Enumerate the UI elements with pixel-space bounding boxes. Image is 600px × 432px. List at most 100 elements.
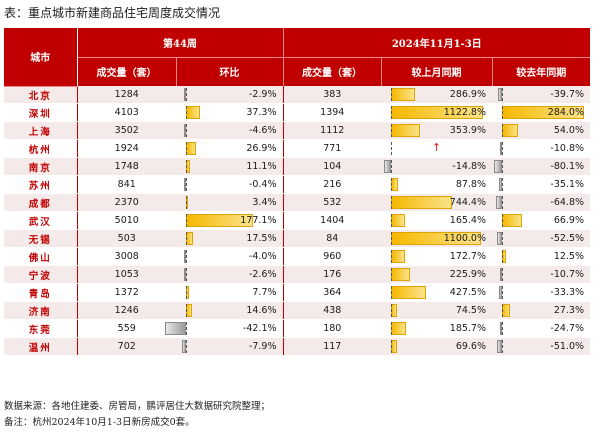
header-col-mom: 较上月同期 xyxy=(381,57,493,86)
hb-axis xyxy=(186,106,187,120)
mom-axis xyxy=(391,196,393,210)
yoy-cell: -10.8% xyxy=(492,139,591,159)
hb-bar-negative xyxy=(184,88,186,102)
table-row: 青岛 1372 7.7% 364 427.5% -33.3% xyxy=(4,283,591,303)
mom-axis xyxy=(391,232,393,246)
table-body: 北京 1284 -2.9% 383 286.9% -39.7% 深圳 4103 37.3% 139… xyxy=(4,86,591,357)
yoy-value: 27.3% xyxy=(553,305,585,317)
period-volume: 364 xyxy=(283,283,382,303)
mom-value: 353.9% xyxy=(449,125,487,137)
mom-value: 87.8% xyxy=(455,179,487,191)
yoy-value: 284.0% xyxy=(547,107,585,119)
week44-volume: 1748 xyxy=(77,157,176,177)
hb-value: 37.3% xyxy=(246,107,277,119)
yoy-axis xyxy=(502,232,504,246)
mom-cell: 427.5% xyxy=(381,283,493,303)
week44-volume: 1372 xyxy=(77,283,176,303)
mom-value: 74.5% xyxy=(455,305,487,317)
hb-cell: -4.6% xyxy=(176,121,284,141)
yoy-bar-negative xyxy=(500,142,503,156)
city-name: 南京 xyxy=(4,157,78,177)
yoy-axis xyxy=(502,124,504,138)
hb-value: 26.9% xyxy=(246,143,277,155)
hb-axis xyxy=(186,124,187,138)
yoy-axis xyxy=(502,250,504,264)
mom-value: 1122.8% xyxy=(443,107,487,119)
yoy-axis xyxy=(502,106,504,120)
mom-bar-positive xyxy=(391,196,453,210)
period-volume: 383 xyxy=(283,86,382,105)
mom-bar-positive xyxy=(391,286,427,300)
yoy-cell: 12.5% xyxy=(492,247,591,267)
period-volume: 84 xyxy=(283,229,382,249)
table-row: 北京 1284 -2.9% 383 286.9% -39.7% xyxy=(4,86,591,105)
hb-axis xyxy=(186,322,187,336)
week44-volume: 4103 xyxy=(77,103,176,123)
hb-bar-negative xyxy=(164,322,186,336)
mom-bar-positive xyxy=(391,214,405,228)
yoy-cell: 54.0% xyxy=(492,121,591,141)
city-name: 上海 xyxy=(4,121,78,141)
mom-axis xyxy=(391,250,393,264)
period-volume: 532 xyxy=(283,193,382,213)
hb-bar-positive xyxy=(186,142,197,156)
hb-value: 3.4% xyxy=(252,197,277,209)
yoy-axis xyxy=(502,322,504,336)
mom-axis xyxy=(391,160,393,174)
hb-value: 14.6% xyxy=(246,305,277,317)
yoy-axis xyxy=(502,196,504,210)
yoy-bar-positive xyxy=(502,304,511,318)
hb-bar-negative xyxy=(184,250,186,264)
period-volume: 1404 xyxy=(283,211,382,231)
city-name: 武汉 xyxy=(4,211,78,231)
page-title: 表：重点城市新建商品住宅周度成交情况 xyxy=(4,6,221,20)
hb-bar-negative xyxy=(182,340,186,354)
hb-axis xyxy=(186,178,187,192)
week44-volume: 702 xyxy=(77,337,176,357)
yoy-bar-positive xyxy=(502,214,523,228)
week44-volume: 1246 xyxy=(77,301,176,321)
yoy-bar-negative xyxy=(496,340,502,354)
yoy-bar-negative xyxy=(498,178,502,192)
hb-cell: -2.6% xyxy=(176,265,284,285)
week44-volume: 559 xyxy=(77,319,176,339)
hb-axis xyxy=(186,214,187,228)
mom-cell: 1100.0% xyxy=(381,229,493,249)
mom-axis xyxy=(391,214,393,228)
yoy-axis xyxy=(502,304,504,318)
mom-value: 744.4% xyxy=(449,197,487,209)
table-row: 温州 702 -7.9% 117 69.6% -51.0% xyxy=(4,337,591,357)
period-volume: 1394 xyxy=(283,103,382,123)
mom-axis xyxy=(391,304,393,318)
yoy-cell: -10.7% xyxy=(492,265,591,285)
yoy-bar-negative xyxy=(496,232,503,246)
header-col-vol44: 成交量（套） xyxy=(77,57,177,86)
city-name: 东莞 xyxy=(4,319,78,339)
hb-cell: 177.1% xyxy=(176,211,284,231)
header-period-group: 2024年11月1-3日 xyxy=(283,28,591,58)
hb-cell: 37.3% xyxy=(176,103,284,123)
table-row: 无锡 503 17.5% 84 1100.0% -52.5% xyxy=(4,229,591,249)
mom-cell: 353.9% xyxy=(381,121,493,141)
hb-cell: -4.0% xyxy=(176,247,284,267)
city-name: 深圳 xyxy=(4,103,78,123)
yoy-value: -33.3% xyxy=(550,287,585,299)
period-volume: 960 xyxy=(283,247,382,267)
hb-cell: 7.7% xyxy=(176,283,284,303)
week44-volume: 2370 xyxy=(77,193,176,213)
period-volume: 1112 xyxy=(283,121,382,141)
yoy-axis xyxy=(502,178,504,192)
mom-value: 427.5% xyxy=(449,287,487,299)
yoy-axis xyxy=(502,214,504,228)
mom-axis xyxy=(391,322,393,336)
yoy-axis xyxy=(502,286,504,300)
hb-cell: -2.9% xyxy=(176,86,284,105)
yoy-cell: 66.9% xyxy=(492,211,591,231)
hb-value: -2.9% xyxy=(248,89,277,101)
city-name: 北京 xyxy=(4,86,78,105)
week44-volume: 3502 xyxy=(77,121,176,141)
header-week-group: 第44周 xyxy=(77,28,284,58)
yoy-bar-negative xyxy=(495,196,502,210)
yoy-cell: -64.8% xyxy=(492,193,591,213)
table-row: 武汉 5010 177.1% 1404 165.4% 66.9% xyxy=(4,211,591,231)
